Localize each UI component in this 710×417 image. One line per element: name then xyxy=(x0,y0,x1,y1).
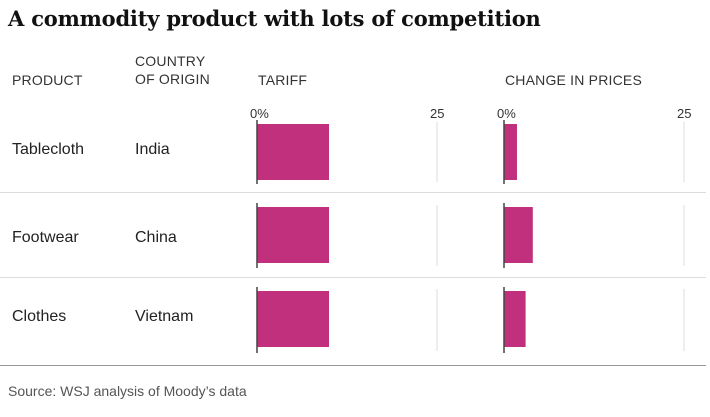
table-bottom-rule xyxy=(0,365,706,366)
bar-tablecloth xyxy=(504,124,517,180)
row-divider xyxy=(0,192,706,193)
header-country-of-origin: COUNTRY OF ORIGIN xyxy=(135,52,210,88)
change-tick-label-25: 25 xyxy=(677,106,692,121)
row-country: China xyxy=(135,229,177,246)
header-tariff: TARIFF xyxy=(258,72,308,88)
bar-footwear xyxy=(504,207,533,263)
tariff-tick-label-0: 0% xyxy=(250,106,269,121)
tariff-tick-label-25: 25 xyxy=(430,106,445,121)
bar-clothes xyxy=(504,291,526,347)
header-country-line1: COUNTRY xyxy=(135,53,206,69)
row-product: Tablecloth xyxy=(12,141,85,158)
header-country-line2: OF ORIGIN xyxy=(135,71,210,87)
bar-clothes xyxy=(257,291,329,347)
chart-title: A commodity product with lots of competi… xyxy=(8,6,541,31)
row-country: India xyxy=(135,141,170,158)
bar-tablecloth xyxy=(257,124,329,180)
row-divider xyxy=(0,277,706,278)
source-note: Source: WSJ analysis of Moody’s data xyxy=(8,383,247,399)
row-country: Vietnam xyxy=(135,308,194,325)
header-change-in-prices: CHANGE IN PRICES xyxy=(505,72,642,88)
row-product: Clothes xyxy=(12,308,67,325)
row-product: Footwear xyxy=(12,229,79,246)
header-product: PRODUCT xyxy=(12,72,83,88)
bar-footwear xyxy=(257,207,329,263)
change-tick-label-0: 0% xyxy=(497,106,516,121)
